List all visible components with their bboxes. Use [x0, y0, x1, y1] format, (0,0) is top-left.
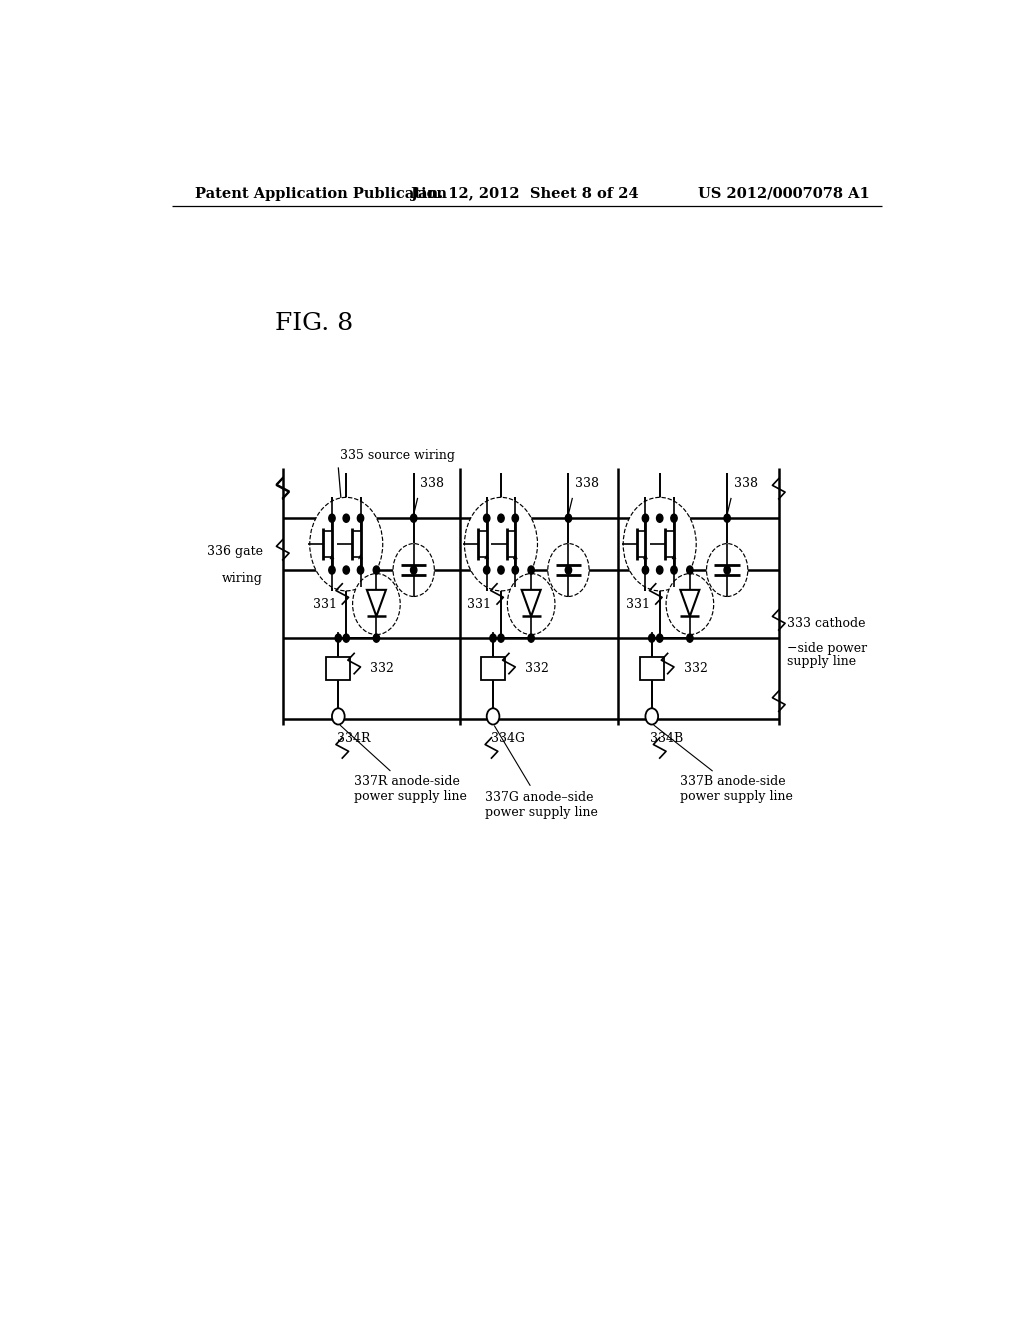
Circle shape [483, 566, 489, 574]
Circle shape [498, 634, 504, 643]
Text: 336 gate: 336 gate [207, 545, 263, 558]
Text: Patent Application Publication: Patent Application Publication [196, 187, 447, 201]
Circle shape [335, 634, 341, 643]
Circle shape [309, 498, 383, 591]
Circle shape [483, 513, 489, 523]
Circle shape [411, 513, 417, 523]
Circle shape [329, 566, 335, 574]
Circle shape [489, 634, 497, 643]
Circle shape [498, 513, 504, 523]
Circle shape [624, 498, 696, 591]
Circle shape [465, 498, 538, 591]
Circle shape [352, 574, 400, 635]
Text: 332: 332 [370, 663, 394, 675]
Text: 338: 338 [733, 477, 758, 490]
Circle shape [724, 513, 730, 523]
Circle shape [648, 634, 655, 643]
Bar [327, 657, 350, 680]
Text: 334R: 334R [337, 731, 371, 744]
Circle shape [343, 634, 349, 643]
Circle shape [671, 513, 677, 523]
Circle shape [357, 566, 364, 574]
Text: FIG. 8: FIG. 8 [274, 312, 353, 334]
Circle shape [642, 566, 648, 574]
Circle shape [642, 513, 648, 523]
Circle shape [343, 513, 349, 523]
Bar [481, 657, 505, 680]
Circle shape [656, 566, 663, 574]
Text: 337R anode-side
power supply line: 337R anode-side power supply line [340, 726, 467, 804]
Text: 332: 332 [524, 663, 549, 675]
Circle shape [687, 566, 693, 574]
Circle shape [373, 634, 380, 643]
Text: 332: 332 [684, 663, 708, 675]
Circle shape [666, 574, 714, 635]
Circle shape [707, 544, 748, 597]
Circle shape [411, 566, 417, 574]
Circle shape [565, 513, 571, 523]
Circle shape [486, 709, 500, 725]
Circle shape [724, 566, 730, 574]
Circle shape [512, 513, 518, 523]
Circle shape [656, 634, 663, 643]
Circle shape [507, 574, 555, 635]
Circle shape [656, 513, 663, 523]
Circle shape [498, 566, 504, 574]
Circle shape [671, 566, 677, 574]
Circle shape [528, 634, 535, 643]
Circle shape [548, 544, 589, 597]
Circle shape [357, 513, 364, 523]
Text: 337B anode-side
power supply line: 337B anode-side power supply line [654, 725, 793, 804]
Circle shape [332, 709, 345, 725]
Circle shape [343, 566, 349, 574]
Circle shape [329, 513, 335, 523]
Text: 334G: 334G [492, 731, 525, 744]
Text: 338: 338 [574, 477, 599, 490]
Text: −side power: −side power [786, 643, 866, 655]
Text: 331: 331 [312, 598, 337, 611]
Text: 337G anode–side
power supply line: 337G anode–side power supply line [485, 726, 598, 818]
Circle shape [528, 566, 535, 574]
Text: 338: 338 [420, 477, 444, 490]
Text: 331: 331 [627, 598, 650, 611]
Circle shape [373, 566, 380, 574]
Circle shape [512, 566, 518, 574]
Circle shape [565, 566, 571, 574]
Text: 335 source wiring: 335 source wiring [340, 449, 455, 462]
Bar [640, 657, 664, 680]
Text: 331: 331 [468, 598, 492, 611]
Text: 333 cathode: 333 cathode [786, 616, 865, 630]
Text: Jan. 12, 2012  Sheet 8 of 24: Jan. 12, 2012 Sheet 8 of 24 [411, 187, 639, 201]
Circle shape [393, 544, 434, 597]
Text: wiring: wiring [222, 572, 263, 585]
Text: US 2012/0007078 A1: US 2012/0007078 A1 [698, 187, 870, 201]
Circle shape [687, 634, 693, 643]
Circle shape [645, 709, 658, 725]
Text: 334B: 334B [650, 731, 683, 744]
Text: supply line: supply line [786, 656, 856, 668]
